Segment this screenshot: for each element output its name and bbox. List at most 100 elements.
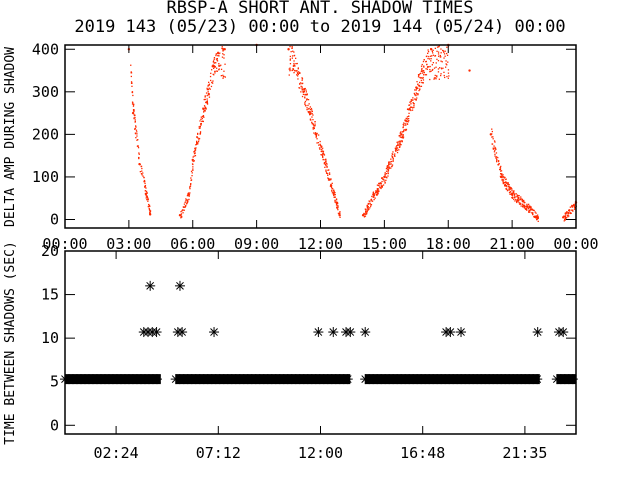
- top-series-point: [201, 115, 204, 118]
- top-series-point: [221, 46, 223, 48]
- top-series-point: [503, 182, 505, 184]
- top-series-point: [337, 207, 339, 209]
- top-series-point: [197, 133, 199, 135]
- top-series-point: [385, 173, 388, 175]
- top-series-point: [136, 139, 138, 141]
- bottom-series-point: [558, 327, 569, 338]
- top-series-point: [142, 172, 144, 174]
- top-series-point: [418, 89, 420, 92]
- top-series-point: [148, 204, 151, 206]
- top-series-point: [436, 58, 438, 60]
- top-series-point: [290, 51, 292, 53]
- top-sample-point: [315, 133, 318, 136]
- top-series-point: [320, 145, 322, 147]
- top-series-point: [197, 142, 199, 144]
- top-series-point: [211, 81, 213, 84]
- top-series-point: [529, 210, 531, 212]
- top-series-point: [394, 155, 396, 157]
- top-series-point: [493, 145, 495, 147]
- top-y-tick-label: 200: [32, 125, 59, 143]
- top-series-point: [428, 55, 430, 58]
- top-series-point: [199, 125, 201, 127]
- top-series-point: [517, 200, 520, 202]
- top-series-point: [295, 63, 297, 65]
- top-series-point: [447, 69, 450, 71]
- top-series-point: [445, 60, 447, 62]
- top-series-point: [419, 88, 421, 90]
- top-series-point: [432, 62, 434, 64]
- top-series-point: [143, 176, 145, 179]
- top-series-point: [204, 98, 206, 101]
- top-series-point: [185, 205, 187, 207]
- top-series-point: [136, 145, 139, 147]
- top-series-point: [574, 207, 576, 209]
- top-series-point: [145, 195, 148, 197]
- top-series-point: [370, 205, 372, 207]
- top-series-point: [311, 113, 313, 115]
- top-series-point: [530, 206, 532, 209]
- top-series-point: [535, 212, 537, 214]
- top-series-point: [307, 99, 310, 101]
- top-series-point: [402, 137, 404, 139]
- top-series-point: [375, 190, 377, 192]
- top-series-point: [216, 70, 218, 72]
- top-series-point: [223, 57, 225, 59]
- top-sample-point: [372, 192, 375, 196]
- top-series-point: [534, 211, 536, 213]
- top-series-point: [190, 170, 193, 172]
- top-series-point: [321, 145, 323, 147]
- top-series-point: [430, 55, 432, 57]
- top-sample-point: [430, 48, 433, 51]
- top-series-point: [194, 150, 196, 152]
- top-series-point: [397, 144, 399, 146]
- top-series-point: [214, 66, 216, 68]
- top-series-point: [408, 109, 410, 111]
- top-series-point: [133, 117, 135, 120]
- top-series-point: [376, 184, 379, 186]
- top-series-point: [390, 158, 392, 160]
- top-series-point: [380, 182, 382, 184]
- top-series-point: [376, 191, 378, 193]
- top-series-point: [532, 209, 534, 211]
- top-series-point: [512, 191, 514, 193]
- top-series-point: [365, 210, 367, 213]
- top-series-point: [440, 67, 443, 69]
- top-series-point: [302, 88, 304, 91]
- top-series-point: [312, 124, 314, 126]
- top-series-point: [526, 203, 528, 205]
- top-series-point: [494, 147, 497, 149]
- top-series-point: [297, 67, 299, 69]
- top-series-point: [496, 159, 498, 161]
- top-series-point: [339, 211, 341, 213]
- top-series-point: [131, 103, 134, 105]
- top-series-point: [195, 147, 197, 149]
- top-series-point: [567, 211, 570, 214]
- top-series-point: [505, 188, 508, 190]
- top-series-point: [319, 143, 321, 145]
- top-series-point: [522, 206, 524, 208]
- top-series-point: [332, 193, 334, 195]
- top-series-point: [293, 64, 295, 66]
- top-series-point: [363, 215, 366, 217]
- top-series-point: [491, 143, 494, 145]
- top-x-tick-label: 00:00: [553, 235, 598, 253]
- top-series-point: [413, 105, 415, 107]
- top-series-point: [326, 163, 328, 165]
- top-series-point: [136, 135, 138, 137]
- top-series-point: [398, 149, 400, 151]
- bottom-series-point: [152, 374, 162, 385]
- top-series-point: [397, 141, 399, 143]
- top-series-point: [212, 82, 214, 84]
- top-series-point: [434, 47, 436, 49]
- top-series-marks: [127, 43, 578, 222]
- top-series-point: [429, 65, 431, 68]
- top-series-point: [202, 116, 204, 118]
- top-series-point: [397, 144, 399, 147]
- top-series-point: [565, 216, 567, 219]
- top-series-point: [422, 70, 424, 72]
- top-series-point: [322, 147, 324, 149]
- bottom-series-point: [313, 327, 324, 338]
- bottom-y-tick-label: 5: [50, 373, 59, 391]
- top-series-point: [297, 73, 299, 75]
- top-series-point: [503, 176, 505, 178]
